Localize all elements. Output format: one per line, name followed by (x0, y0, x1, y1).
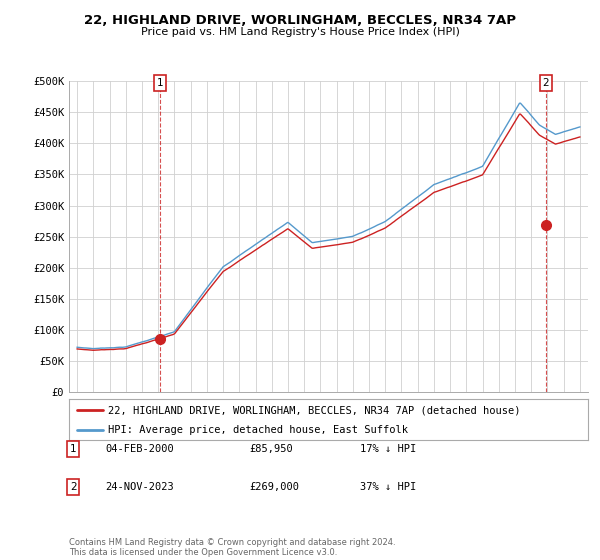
Text: 1: 1 (157, 78, 163, 88)
Text: 22, HIGHLAND DRIVE, WORLINGHAM, BECCLES, NR34 7AP (detached house): 22, HIGHLAND DRIVE, WORLINGHAM, BECCLES,… (108, 405, 520, 415)
Text: £269,000: £269,000 (249, 482, 299, 492)
Text: 24-NOV-2023: 24-NOV-2023 (105, 482, 174, 492)
Text: 22, HIGHLAND DRIVE, WORLINGHAM, BECCLES, NR34 7AP: 22, HIGHLAND DRIVE, WORLINGHAM, BECCLES,… (84, 14, 516, 27)
Text: HPI: Average price, detached house, East Suffolk: HPI: Average price, detached house, East… (108, 424, 408, 435)
Text: £85,950: £85,950 (249, 444, 293, 454)
Text: Contains HM Land Registry data © Crown copyright and database right 2024.
This d: Contains HM Land Registry data © Crown c… (69, 538, 395, 557)
Text: 2: 2 (542, 78, 549, 88)
Text: 37% ↓ HPI: 37% ↓ HPI (360, 482, 416, 492)
Text: 04-FEB-2000: 04-FEB-2000 (105, 444, 174, 454)
Text: 1: 1 (70, 444, 77, 454)
Text: 2: 2 (70, 482, 77, 492)
Text: Price paid vs. HM Land Registry's House Price Index (HPI): Price paid vs. HM Land Registry's House … (140, 27, 460, 37)
Text: 17% ↓ HPI: 17% ↓ HPI (360, 444, 416, 454)
